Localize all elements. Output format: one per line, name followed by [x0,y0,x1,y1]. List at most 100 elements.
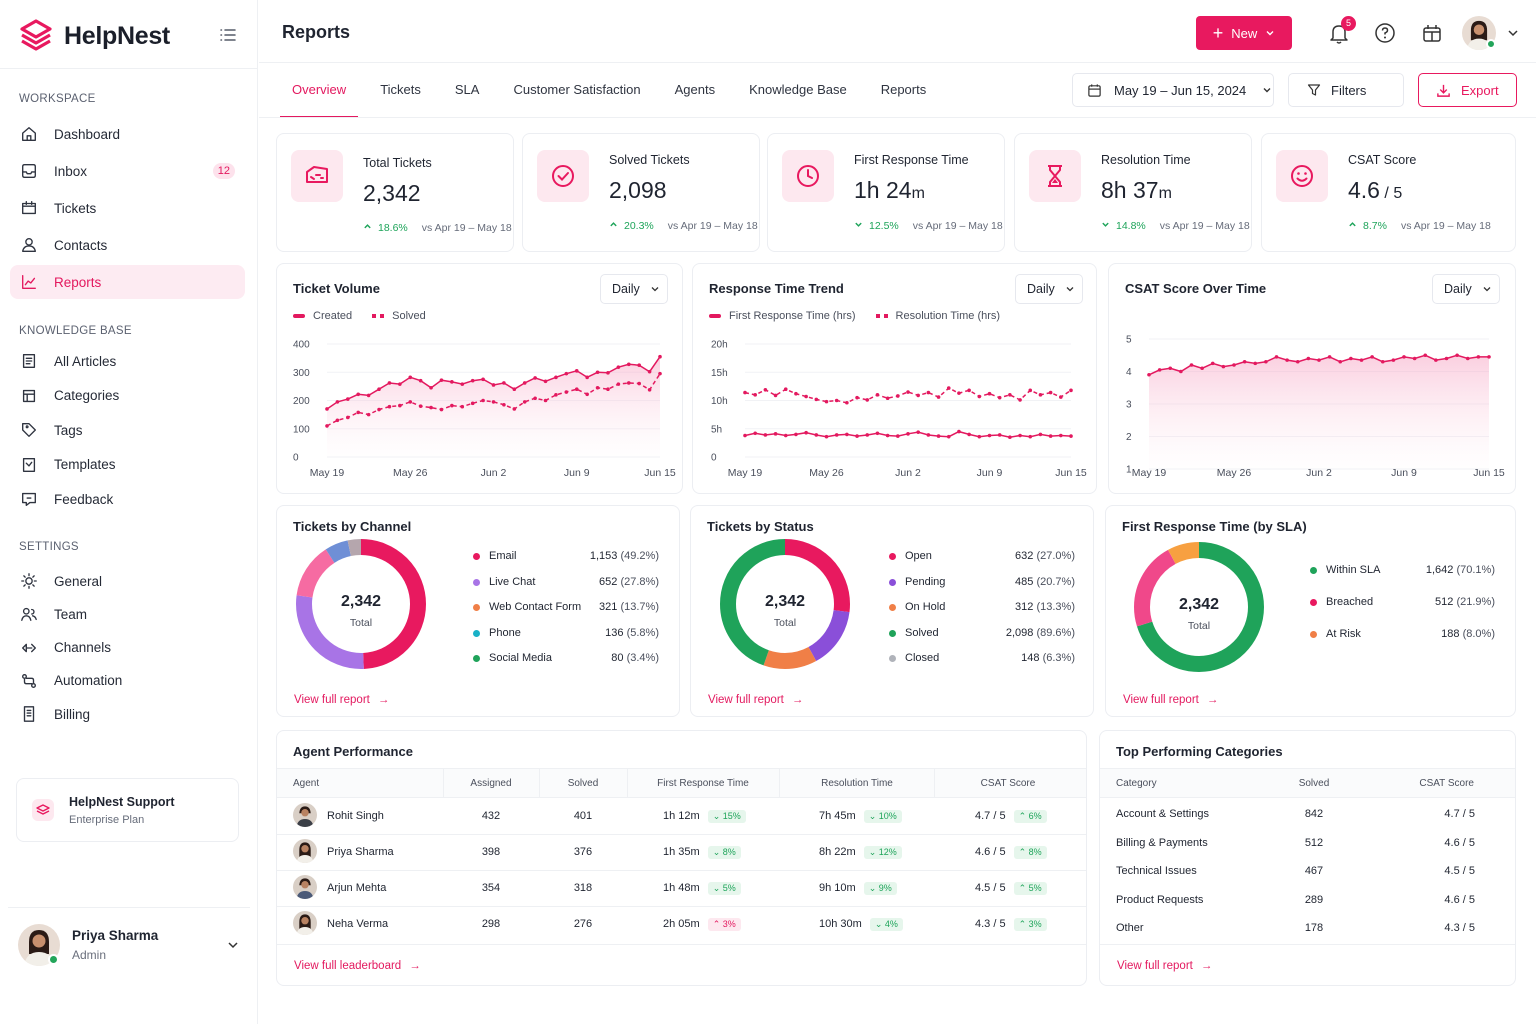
ticket-volume-period-dropdown[interactable]: Daily [600,274,668,304]
column-header[interactable]: Agent [293,778,320,789]
sidebar-item-dashboard[interactable]: Dashboard [10,117,245,151]
sidebar-item-channels[interactable]: Channels [10,631,245,665]
notification-badge: 5 [1341,16,1356,31]
column-header[interactable]: CSAT Score [980,778,1036,789]
sidebar-item-feedback[interactable]: Feedback [10,482,245,516]
user-menu[interactable]: Priya Sharma Admin [18,922,243,968]
arrow-up-icon: ⌃ [712,919,723,929]
tab-sla[interactable]: SLA [454,82,480,97]
donut-center: 2,342 Total [1149,596,1249,632]
tab-agents[interactable]: Agents [674,82,716,97]
legend-label: Social Media [489,652,552,664]
chevron-down-icon[interactable] [1507,27,1519,39]
tab-customer-satisfaction[interactable]: Customer Satisfaction [513,82,641,97]
data-point [845,432,849,437]
table-row[interactable]: Product Requests 289 4.6 / 5 [1100,890,1515,914]
filters-button[interactable]: Filters [1288,73,1404,107]
series-line-solved [326,373,661,427]
kpi-compare-label: vs Apr 19 – May 18 [1400,220,1491,232]
tab-reports[interactable]: Reports [880,82,927,97]
frt-value: 1h 48m [663,882,700,894]
sidebar-item-billing[interactable]: Billing [10,697,245,731]
column-header[interactable]: Category [1116,778,1157,789]
legend-dot [473,629,480,637]
column-header[interactable]: Resolution Time [821,778,893,789]
sidebar-item-contacts[interactable]: Contacts [10,228,245,262]
sidebar-item-team[interactable]: Team [10,597,245,631]
table-row[interactable]: Technical Issues 467 4.5 / 5 [1100,861,1515,885]
collapse-menu-icon[interactable] [219,27,237,43]
legend-label: Breached [1326,596,1374,608]
calendar-gift-icon[interactable] [1420,21,1444,45]
sidebar-item-general[interactable]: General [10,564,245,598]
donut-total-value: 2,342 [340,593,382,610]
data-point [460,404,465,409]
data-point [957,391,961,395]
table-row[interactable]: Priya Sharma 398 376 1h 35m ⌄ 8% 8h 22m ⌄ 12% 4… [277,834,1086,871]
data-point [865,433,870,437]
sidebar-item-templates[interactable]: Templates [10,448,245,482]
response-time-period-dropdown[interactable]: Daily [1015,274,1083,304]
view-leaderboard-link[interactable]: View full leaderboard → [294,960,421,972]
tab-overview[interactable]: Overview [280,80,359,118]
date-range-picker[interactable]: May 19 – Jun 15, 2024 [1072,73,1274,107]
column-separator [627,769,628,797]
frt-cell: 2h 05m ⌃ 3% [663,918,741,931]
response-time-chart: 20h 15h 10h 5h 0 May 19 May 26 Jun 2 Jun 9 Jun 15 [711,340,1087,480]
data-point [1423,353,1428,358]
brand[interactable]: HelpNest [18,16,170,56]
report-tabs: Overview Tickets SLA Customer Satisfaction A… [280,80,938,118]
legend-value: 148 (6.3%) [1021,652,1075,664]
sidebar-item-tags[interactable]: Tags [10,413,245,447]
category-name: Technical Issues [1116,865,1197,878]
csat-period-dropdown[interactable]: Daily [1432,274,1500,304]
column-header[interactable]: CSAT Score [1419,778,1474,789]
sidebar-item-automation[interactable]: Automation [10,664,245,698]
new-button[interactable]: + New [1196,16,1292,50]
delta-value: 5% [722,883,736,893]
y-tick-label: 0 [711,453,717,464]
sidebar-item-all-articles[interactable]: All Articles [10,344,245,378]
filters-label: Filters [1331,82,1367,98]
row-divider [277,906,1086,907]
column-header[interactable]: First Response Time [657,778,749,789]
view-full-report-link[interactable]: View full report → [294,694,389,706]
column-header[interactable]: Solved [1298,778,1330,789]
category-name: Billing & Payments [1116,836,1208,849]
table-row[interactable]: Other 178 4.3 / 5 [1100,918,1515,942]
sidebar-item-inbox[interactable]: Inbox 12 [10,154,245,188]
tab-tickets[interactable]: Tickets [380,82,421,97]
x-tick-label: Jun 2 [481,467,507,479]
donut-segment-at-risk [1134,542,1264,672]
legend-value: 512 (21.9%) [1435,596,1495,608]
table-row[interactable]: Billing & Payments 512 4.6 / 5 [1100,833,1515,857]
legend-percent: (3.4%) [626,652,659,664]
column-header[interactable]: Assigned [470,778,512,789]
sidebar-item-reports[interactable]: Reports [10,265,245,299]
data-point [1306,356,1311,361]
arrow-down-icon [854,220,863,232]
column-header[interactable]: Solved [567,778,599,789]
kpi-delta-value: 20.3% [624,220,654,232]
table-row[interactable]: Account & Settings 842 4.7 / 5 [1100,804,1515,828]
view-full-report-link[interactable]: View full report → [708,694,803,706]
kpi-compare-label: vs Apr 19 – May 18 [667,220,758,232]
bell-icon[interactable] [1327,21,1351,45]
table-row[interactable]: Arjun Mehta 354 318 1h 48m ⌄ 5% 9h 10m ⌄ 9% 4.5… [277,870,1086,907]
view-full-report-link[interactable]: View full report → [1117,960,1212,972]
delta-value: 8% [1028,847,1042,857]
calendar-icon [1088,83,1101,97]
data-point [1028,388,1033,393]
table-row[interactable]: Rohit Singh 432 401 1h 12m ⌄ 15% 7h 45m ⌄ 10% 4… [277,798,1086,835]
tab-knowledge-base[interactable]: Knowledge Base [749,82,847,97]
sidebar-item-tickets[interactable]: Tickets [10,191,245,225]
view-full-report-link[interactable]: View full report → [1123,694,1218,706]
data-point [450,403,454,408]
help-icon[interactable] [1373,21,1397,45]
sidebar-item-categories[interactable]: Categories [10,379,245,413]
support-card[interactable]: HelpNest Support Enterprise Plan [16,778,239,842]
export-button[interactable]: Export [1418,73,1517,107]
legend-count: 652 [599,576,618,588]
table-row[interactable]: Neha Verma 298 276 2h 05m ⌃ 3% 10h 30m ⌄ 4% 4.3… [277,906,1086,942]
data-point [896,434,900,438]
